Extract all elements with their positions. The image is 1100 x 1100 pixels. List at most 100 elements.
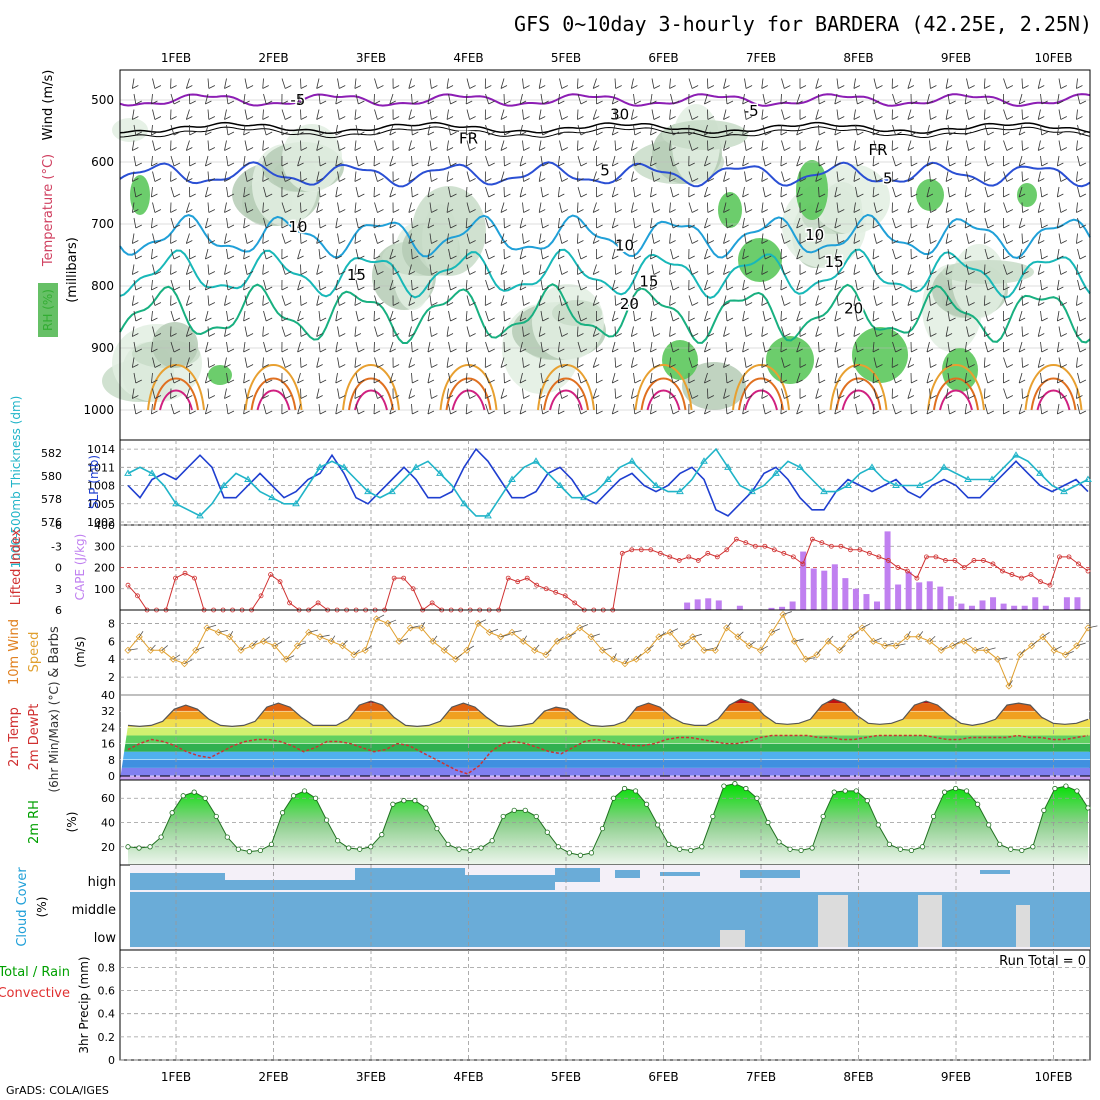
wind-barb	[226, 155, 229, 167]
wind-barb-flag	[593, 364, 600, 368]
wind-barb-flag	[542, 193, 549, 198]
wind-barb	[411, 403, 413, 415]
wind-barb	[316, 357, 320, 368]
wind-barb	[1037, 295, 1041, 306]
wind-barb	[244, 78, 248, 89]
wind-barb-flag	[446, 364, 454, 368]
wind-barb	[670, 279, 674, 291]
diurnal-temperature-contour	[732, 364, 790, 411]
wind-barb	[780, 248, 782, 260]
wind-barb-flag	[815, 333, 822, 337]
wind-barb	[670, 372, 674, 384]
wind-barb-flag	[688, 100, 695, 105]
wind-barb	[688, 171, 693, 182]
wind-barb	[337, 171, 340, 182]
wind-barb-flag	[796, 286, 803, 291]
wind-barb	[964, 155, 967, 167]
wind-barb-flag	[412, 348, 419, 353]
wind-barb	[892, 341, 896, 353]
wind-barb-flag	[704, 348, 711, 353]
wind-barb	[964, 93, 967, 105]
wind-barb-flag	[446, 333, 454, 337]
wind-barb	[633, 403, 636, 415]
high-cloud-block	[225, 880, 355, 890]
wind-barb-flag	[500, 209, 508, 213]
wind-barb-flag	[1022, 147, 1029, 151]
wind-barb-flag	[1003, 193, 1010, 198]
wind-barb-flag	[650, 131, 657, 136]
wind-barb-flag	[504, 193, 511, 198]
wind-barb	[723, 202, 727, 213]
wind-barb-flag	[170, 147, 177, 151]
wind-barb-flag	[488, 317, 495, 322]
wind-barb	[669, 109, 671, 120]
wind-barb-flag	[561, 395, 568, 399]
wind-barb	[704, 279, 708, 291]
wind-barb-flag	[1060, 395, 1067, 399]
wind-barb-flag	[485, 364, 492, 368]
wind-barb	[815, 264, 819, 275]
surface-wind-barb	[410, 625, 420, 629]
wind-barb-flag	[316, 364, 323, 368]
rh-high-shading	[852, 327, 908, 383]
wind-barb	[224, 388, 227, 399]
wind-barb-flag	[1076, 85, 1083, 89]
wind-barb-flag	[615, 85, 622, 89]
wind-barb-flag	[224, 333, 231, 337]
wind-barb-flag	[780, 317, 788, 322]
wind-barb	[815, 171, 819, 182]
thickness-tick-label: 580	[41, 470, 62, 483]
wind-barb	[389, 93, 394, 105]
wind-barb	[207, 388, 210, 399]
wind-barb-flag	[246, 209, 254, 213]
wind-barb-flag	[500, 364, 508, 368]
wind-barb	[614, 264, 617, 275]
wind-barb	[205, 124, 209, 136]
wind-barb	[1040, 403, 1043, 415]
wind-barb-flag	[465, 193, 473, 198]
wind-barb	[704, 217, 708, 229]
wind-barb	[704, 341, 708, 353]
wind-barb	[836, 326, 839, 337]
wind-barb	[762, 93, 766, 105]
wind-barb-flag	[745, 302, 753, 306]
wind-barb	[185, 295, 190, 306]
wind-barb-flag	[558, 348, 565, 353]
wind-barb	[337, 388, 340, 399]
rh-line	[127, 783, 1089, 856]
wind-barb-flag	[872, 162, 880, 167]
wind-barb-flag	[704, 286, 711, 291]
surface-wind-barb	[342, 640, 348, 647]
wind-barb	[335, 279, 338, 291]
wind-barb-flag	[965, 286, 972, 291]
wind-barb-flag	[339, 209, 346, 213]
wind-barb-flag	[262, 147, 269, 151]
wind-barb	[872, 186, 875, 198]
wind-barb-flag	[765, 410, 772, 415]
wind-barb	[408, 171, 412, 182]
wind-barb-flag	[246, 85, 254, 89]
wind-barb-flag	[389, 131, 396, 136]
wind-barb	[263, 403, 267, 415]
wind-barb	[170, 155, 175, 167]
wind-barb-flag	[634, 100, 641, 105]
wind-barb	[836, 264, 839, 275]
high-cloud-block	[740, 870, 800, 878]
wind-barb	[834, 248, 838, 260]
wind-barb	[945, 78, 949, 89]
wind-barb-flag	[265, 255, 273, 260]
wind-barb-flag	[1038, 209, 1045, 213]
wind-barb	[263, 341, 267, 353]
wind-barb	[500, 295, 505, 306]
lifted-index-marker	[924, 554, 929, 560]
temp-tick-label: 40	[101, 689, 115, 702]
wind-barb	[152, 357, 156, 368]
wind-barb	[500, 357, 505, 368]
wind-barb-flag	[300, 147, 308, 151]
wind-barb-flag	[895, 410, 902, 415]
wind-barb	[966, 109, 970, 120]
wind-barb	[1077, 93, 1081, 105]
wind-barb	[633, 248, 636, 260]
cape-bar	[905, 571, 912, 610]
